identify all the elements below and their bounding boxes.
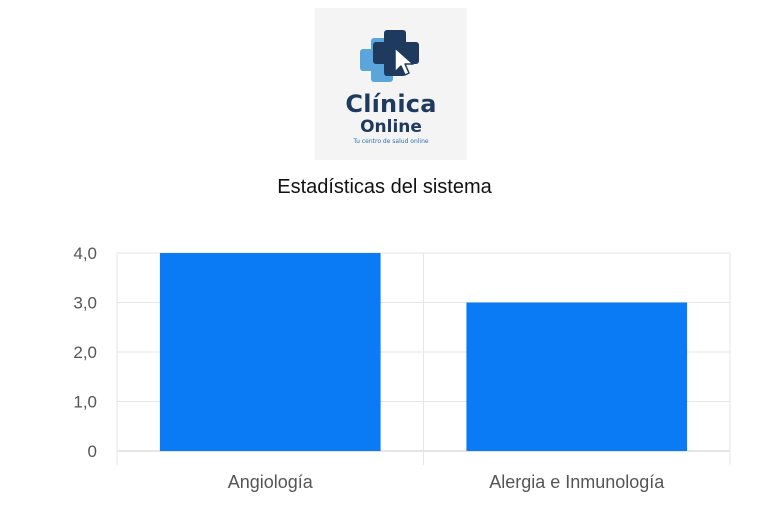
y-tick-label: 0	[88, 442, 97, 461]
bar-2	[466, 302, 688, 451]
bar-1	[159, 253, 381, 451]
y-tick-label: 2,0	[73, 343, 97, 362]
logo-subtitle: Online	[360, 117, 422, 137]
medical-cross-icon	[360, 30, 419, 82]
page-title: Estadísticas del sistema	[277, 176, 492, 198]
logo-tagline: Tu centro de salud online	[353, 138, 429, 145]
clinic-logo: Clínica Online Tu centro de salud online	[315, 8, 467, 160]
x-category-label: Alergia e Inmunología	[489, 472, 665, 492]
x-category-label: Angiología	[228, 472, 314, 492]
y-tick-label: 1,0	[73, 393, 97, 412]
y-tick-label: 3,0	[73, 294, 97, 313]
y-tick-label: 4,0	[73, 244, 97, 263]
logo-name: Clínica	[345, 90, 437, 118]
